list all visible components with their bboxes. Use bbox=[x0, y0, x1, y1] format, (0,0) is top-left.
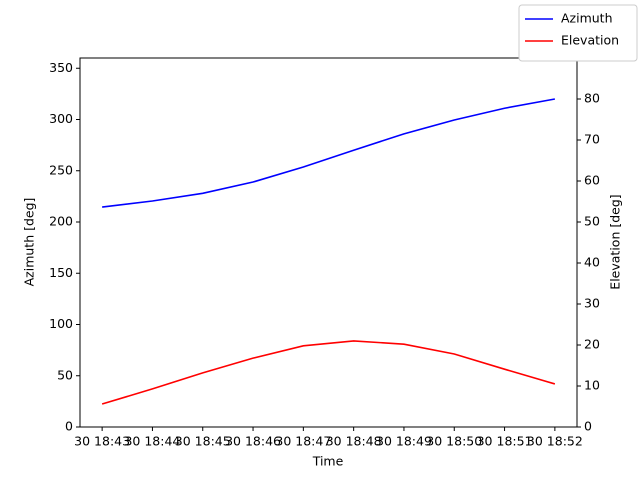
y2-axis-label: Elevation [deg] bbox=[608, 194, 623, 289]
x-tick-label: 30 18:50 bbox=[426, 434, 482, 449]
y2-tick-label: 30 bbox=[584, 296, 600, 311]
y-tick-label: 350 bbox=[49, 60, 73, 75]
legend-label: Azimuth bbox=[561, 11, 613, 26]
y2-tick-label: 20 bbox=[584, 337, 600, 352]
y-axis-label: Azimuth [deg] bbox=[22, 198, 37, 287]
series-line bbox=[102, 98, 556, 208]
series-line bbox=[101, 340, 556, 405]
y2-tick-label: 60 bbox=[584, 173, 600, 188]
legend-label: Elevation bbox=[561, 33, 619, 48]
y2-tick-label: 70 bbox=[584, 132, 600, 147]
x-tick-label: 30 18:45 bbox=[175, 434, 231, 449]
x-axis-label: Time bbox=[312, 454, 344, 469]
x-tick-label: 30 18:51 bbox=[477, 434, 533, 449]
y-tick-label: 300 bbox=[49, 111, 73, 126]
x-tick-label: 30 18:44 bbox=[124, 434, 180, 449]
x-tick-label: 30 18:48 bbox=[326, 434, 382, 449]
y2-tick-label: 0 bbox=[584, 419, 592, 434]
y2-tick-label: 50 bbox=[584, 214, 600, 229]
y-tick-label: 250 bbox=[49, 162, 73, 177]
y-tick-label: 150 bbox=[49, 265, 73, 280]
y2-tick-label: 80 bbox=[584, 91, 600, 106]
y-tick-label: 100 bbox=[49, 316, 73, 331]
y-tick-label: 50 bbox=[57, 367, 73, 382]
plot-frame bbox=[79, 57, 578, 428]
y2-tick-label: 40 bbox=[584, 255, 600, 270]
x-tick-label: 30 18:47 bbox=[275, 434, 331, 449]
x-tick-label: 30 18:49 bbox=[376, 434, 432, 449]
x-tick-label: 30 18:43 bbox=[74, 434, 130, 449]
y-tick-label: 0 bbox=[65, 419, 73, 434]
x-tick-label: 30 18:46 bbox=[225, 434, 281, 449]
x-tick-label: 30 18:52 bbox=[527, 434, 583, 449]
y-tick-label: 200 bbox=[49, 214, 73, 229]
y2-tick-label: 10 bbox=[584, 378, 600, 393]
